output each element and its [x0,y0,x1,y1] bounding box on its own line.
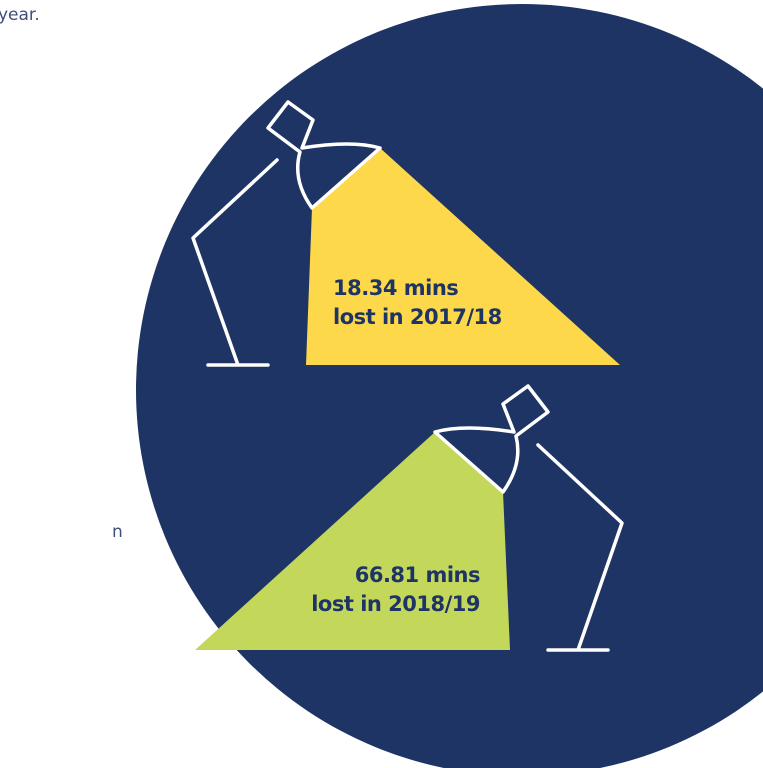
background-circle [136,4,763,768]
lamp-top: 18.34 mins lost in 2017/18 [191,100,620,367]
lamp-label: lost in 2017/18 [333,305,502,329]
light-beam [306,148,620,365]
lamp-label: lost in 2018/19 [311,592,480,616]
lamp-bottom: 66.81 mins lost in 2018/19 [195,384,624,652]
light-beam [195,432,510,650]
lamp-arm [191,158,279,367]
lamp-shade [266,100,382,210]
lamp-arm [536,443,624,652]
lamp-label: 66.81 mins [355,563,480,587]
lamp-shade [433,384,550,494]
text-fragment: n [112,522,123,542]
text-fragment: year. [0,5,40,25]
lamp-label: 18.34 mins [333,276,458,300]
